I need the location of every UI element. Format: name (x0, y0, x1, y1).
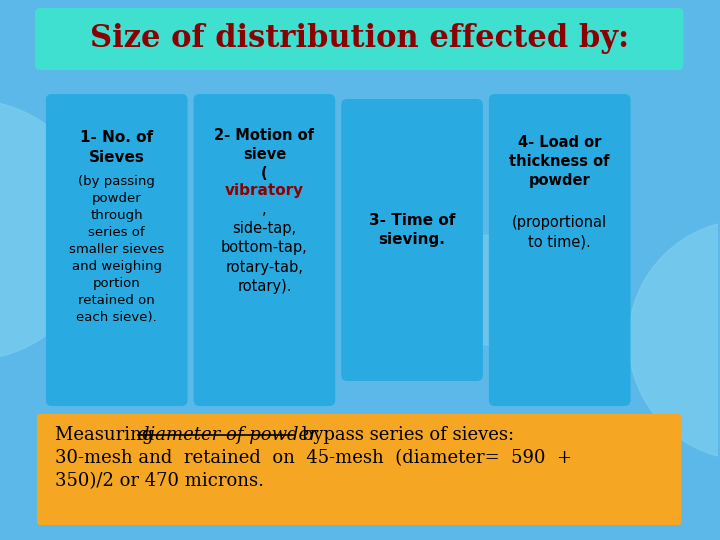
Text: 4- Load or
thickness of
powder: 4- Load or thickness of powder (510, 135, 610, 188)
FancyBboxPatch shape (489, 94, 631, 406)
Circle shape (629, 220, 720, 460)
Text: 350)/2 or 470 microns.: 350)/2 or 470 microns. (55, 472, 264, 490)
Text: diameter of powder: diameter of powder (138, 426, 318, 444)
Text: (by passing
powder
through
series of
smaller sieves
and weighing
portion
retaine: (by passing powder through series of sma… (69, 175, 164, 324)
Circle shape (434, 235, 544, 345)
Text: 3- Time of
sieving.: 3- Time of sieving. (369, 213, 455, 247)
Text: Measuring: Measuring (55, 426, 159, 444)
Text: 1- No. of
Sieves: 1- No. of Sieves (80, 130, 153, 165)
Text: (proportional
to time).: (proportional to time). (512, 215, 607, 249)
FancyBboxPatch shape (35, 8, 683, 70)
FancyBboxPatch shape (341, 99, 483, 381)
Text: 2- Motion of
sieve
(: 2- Motion of sieve ( (215, 128, 315, 181)
FancyBboxPatch shape (37, 414, 681, 525)
Text: bypass series of sieves:: bypass series of sieves: (297, 426, 515, 444)
Circle shape (0, 100, 100, 360)
FancyBboxPatch shape (194, 94, 336, 406)
Text: Size of distribution effected by:: Size of distribution effected by: (89, 24, 629, 55)
Text: vibratory: vibratory (225, 183, 304, 198)
FancyBboxPatch shape (46, 94, 188, 406)
Text: 30-mesh and  retained  on  45-mesh  (diameter=  590  +: 30-mesh and retained on 45-mesh (diamete… (55, 449, 572, 467)
Text: ,
side-tap,
bottom-tap,
rotary-tab,
rotary).: , side-tap, bottom-tap, rotary-tab, rota… (221, 202, 307, 294)
